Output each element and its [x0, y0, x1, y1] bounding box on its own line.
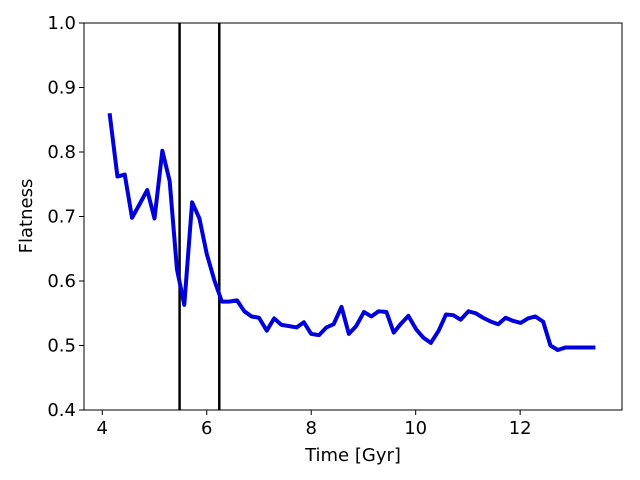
y-tick-label: 0.8 — [47, 142, 76, 163]
y-axis-ticks: 0.4 0.5 0.6 0.7 0.8 0.9 1.0 — [47, 13, 84, 421]
y-tick-label: 0.9 — [47, 78, 76, 99]
x-tick-label: 10 — [404, 418, 427, 439]
x-tick-label: 6 — [201, 418, 212, 439]
y-tick-label: 0.6 — [47, 271, 76, 292]
y-tick-label: 1.0 — [47, 13, 76, 34]
y-tick-label: 0.5 — [47, 336, 76, 357]
y-axis-label: Flatness — [16, 179, 37, 254]
x-axis-ticks: 4 6 8 10 12 — [97, 410, 532, 439]
series-line — [107, 113, 596, 353]
x-axis-label: Time [Gyr] — [304, 445, 401, 466]
x-tick-label: 8 — [305, 418, 316, 439]
axes-frame — [83, 22, 623, 411]
x-tick-label: 12 — [509, 418, 532, 439]
y-tick-label: 0.7 — [47, 207, 76, 228]
y-tick-label: 0.4 — [47, 400, 76, 421]
vertical-markers — [178, 23, 221, 410]
series-group — [107, 113, 596, 353]
x-tick-label: 4 — [97, 418, 108, 439]
